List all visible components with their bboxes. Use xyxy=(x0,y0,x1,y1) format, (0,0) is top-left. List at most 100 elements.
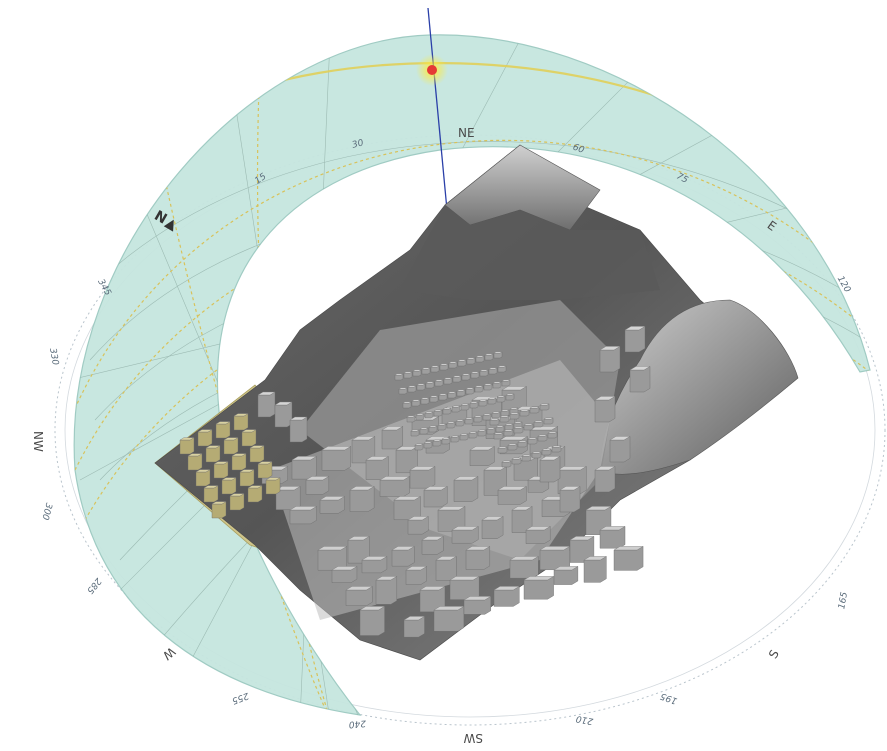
building-roof xyxy=(455,419,465,422)
building-roof xyxy=(509,407,519,410)
building-roof xyxy=(403,371,413,374)
building-roof xyxy=(447,391,457,394)
building-roof xyxy=(349,486,375,491)
building-roof xyxy=(504,423,514,426)
building xyxy=(609,436,631,463)
building-roof xyxy=(484,353,494,356)
building-roof xyxy=(425,381,435,384)
degree-285: 285 xyxy=(84,576,103,596)
building-roof xyxy=(451,405,461,408)
building-roof xyxy=(450,435,460,438)
building-roof xyxy=(533,420,544,423)
building-roof xyxy=(459,433,469,436)
building xyxy=(539,456,561,483)
building-roof xyxy=(453,476,479,481)
building-roof xyxy=(463,596,492,601)
building-roof xyxy=(469,446,496,451)
building-roof xyxy=(402,401,412,404)
direction-s: S xyxy=(766,647,782,661)
building-roof xyxy=(432,439,442,442)
building-roof xyxy=(491,411,501,414)
building-roof xyxy=(249,445,265,449)
building-roof xyxy=(231,453,247,457)
building-roof xyxy=(486,427,496,430)
building-roof xyxy=(523,423,534,426)
building-roof xyxy=(421,367,431,370)
building xyxy=(624,326,646,353)
building-roof xyxy=(487,397,497,400)
building-roof xyxy=(428,425,438,428)
building-roof xyxy=(257,461,273,465)
building-roof xyxy=(416,383,426,386)
building-roof xyxy=(434,379,444,382)
building-roof xyxy=(478,399,488,402)
building-roof xyxy=(239,469,255,473)
building-roof xyxy=(409,466,436,471)
building-roof xyxy=(585,506,612,511)
building-roof xyxy=(398,387,408,390)
building-roof xyxy=(446,421,456,424)
building-roof xyxy=(483,383,493,386)
compass-ring xyxy=(54,134,886,726)
building-roof xyxy=(394,373,404,376)
direction-w: W xyxy=(160,644,178,662)
building xyxy=(594,466,616,493)
building-roof xyxy=(419,586,446,591)
building-roof xyxy=(411,399,421,402)
building-roof xyxy=(274,401,293,406)
building-roof xyxy=(443,377,453,380)
building-roof xyxy=(221,477,237,481)
building-roof xyxy=(213,461,229,465)
direction-nw: NW xyxy=(31,431,45,452)
building-roof xyxy=(317,546,348,551)
building-roof xyxy=(289,416,308,421)
building-roof xyxy=(435,556,458,561)
degree-330: 330 xyxy=(47,347,60,366)
building xyxy=(289,416,308,443)
building-roof xyxy=(468,431,478,434)
building-roof xyxy=(513,426,524,429)
building-roof xyxy=(482,413,492,416)
building xyxy=(599,346,621,373)
building xyxy=(559,486,581,513)
building-roof xyxy=(456,389,466,392)
building-roof xyxy=(379,476,411,481)
building-roof xyxy=(501,379,511,382)
building-roof xyxy=(465,387,475,390)
building-roof xyxy=(305,476,330,481)
building-roof xyxy=(223,437,239,441)
building-roof xyxy=(421,536,445,541)
building-roof xyxy=(477,429,487,432)
building-roof xyxy=(529,406,540,409)
building-roof xyxy=(551,445,562,448)
building-roof xyxy=(474,385,484,388)
building-roof xyxy=(539,546,571,551)
building-roof xyxy=(609,436,631,441)
sun-position-icon[interactable] xyxy=(416,54,448,86)
building-roof xyxy=(613,546,644,551)
building-roof xyxy=(215,421,231,425)
building-roof xyxy=(507,443,518,446)
building-roof xyxy=(429,395,439,398)
building-roof xyxy=(415,413,425,416)
building-roof xyxy=(493,586,520,591)
building-roof xyxy=(442,407,452,410)
building xyxy=(257,391,276,418)
building-roof xyxy=(211,501,227,505)
building xyxy=(594,396,616,423)
building-roof xyxy=(257,391,276,396)
building-roof xyxy=(420,397,430,400)
building-roof xyxy=(557,466,588,471)
degree-30: 30 xyxy=(351,138,365,151)
building-roof xyxy=(497,365,507,368)
building-roof xyxy=(412,369,422,372)
degree-210: 210 xyxy=(575,713,594,726)
building-roof xyxy=(624,326,646,331)
building xyxy=(274,401,293,428)
building-roof xyxy=(393,496,422,501)
building-roof xyxy=(457,359,467,362)
building-roof xyxy=(403,616,426,621)
building-roof xyxy=(539,456,561,461)
building-roof xyxy=(509,412,520,415)
